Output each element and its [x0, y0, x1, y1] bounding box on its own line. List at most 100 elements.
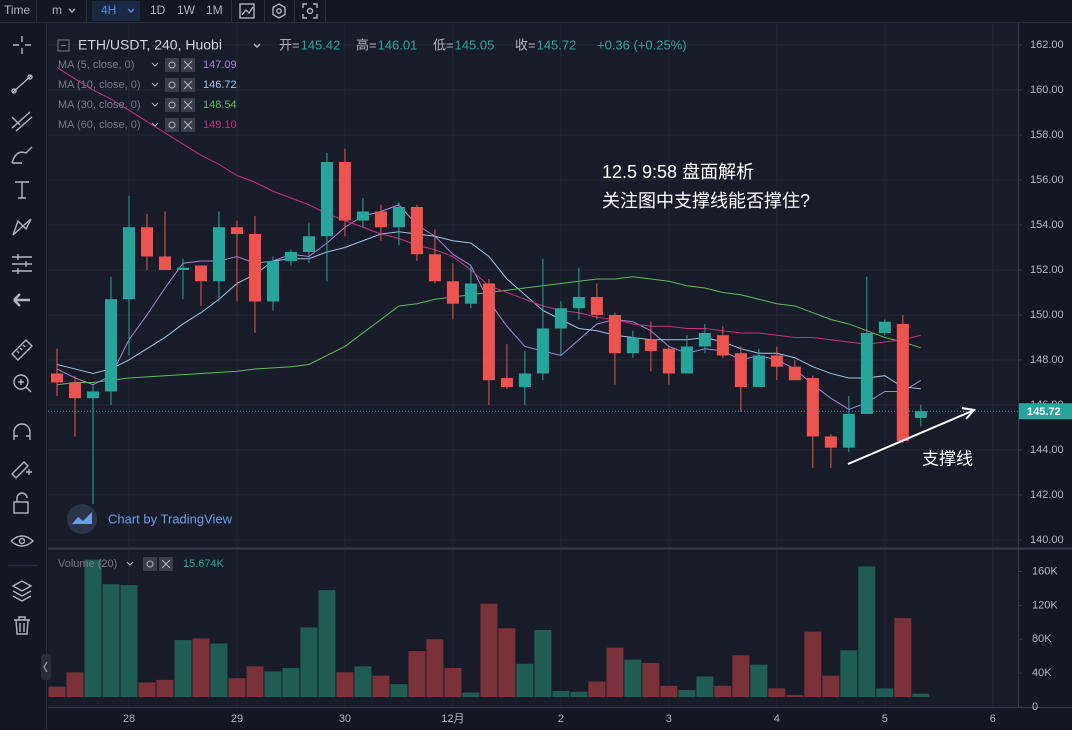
volume-bar [408, 651, 426, 697]
zoom-tool[interactable] [13, 374, 29, 390]
volume-bar [822, 675, 840, 697]
chart-pane [48, 23, 1018, 708]
volume-bar [588, 681, 606, 697]
gear-glyph [168, 121, 176, 129]
indicator-name[interactable]: Volume (20) [58, 558, 117, 570]
y-tick-label: 148.00 [1030, 354, 1064, 366]
screenshot-glyph [306, 7, 314, 15]
remove-glyph [183, 120, 193, 130]
gear-glyph [168, 81, 176, 89]
candle-body [662, 348, 675, 374]
text-tool[interactable] [15, 181, 29, 199]
volume-bar [858, 566, 876, 697]
back-tool[interactable] [13, 293, 30, 307]
candle-body [122, 227, 135, 300]
interval-button[interactable]: 4H [101, 3, 116, 17]
candle-body [824, 436, 837, 448]
candle-body [572, 296, 585, 309]
remove-glyph [183, 80, 193, 90]
interval-button[interactable]: 1W [177, 3, 196, 17]
candle-body [230, 227, 243, 234]
interval-button[interactable]: 1M [206, 3, 223, 17]
volume-bar [102, 584, 120, 697]
change-value: +0.36 (+0.25%) [597, 37, 687, 52]
volume-bar [192, 638, 210, 697]
y-tick-label: 162.00 [1030, 39, 1064, 51]
indicator-settings[interactable] [165, 118, 179, 132]
volume-bar [624, 659, 642, 697]
screenshot-icon[interactable] [302, 3, 318, 19]
volume-bar [84, 559, 102, 697]
indicator-name[interactable]: MA (60, close, 0) [58, 119, 141, 131]
candle-body [734, 353, 747, 387]
visibility-tool[interactable] [10, 535, 35, 547]
indicator-settings[interactable] [165, 78, 179, 92]
active-interval-bg [92, 1, 140, 21]
ruler-tool[interactable] [11, 339, 33, 361]
indicator-settings[interactable] [165, 58, 179, 72]
unit-button[interactable]: m [52, 3, 62, 17]
volume-bar [804, 631, 822, 697]
ohlc-value: 145.72 [537, 37, 577, 52]
caret [151, 102, 159, 107]
indicator-settings[interactable] [165, 98, 179, 112]
candle-body [770, 355, 783, 367]
candle-body [806, 377, 819, 437]
volume-bar [210, 643, 228, 697]
x-tick-label: 28 [123, 713, 135, 725]
volume-bar [174, 640, 192, 697]
y2-tick-label: 160K [1032, 565, 1058, 577]
object-tree-tool[interactable] [11, 580, 33, 602]
candle-body [896, 323, 909, 441]
grid: 140.00142.00144.00146.00148.00150.00152.… [48, 23, 1064, 725]
remove-glyph [183, 100, 193, 110]
remove-tool[interactable] [14, 616, 30, 635]
symbol-title[interactable]: ETH/USDT, 240, Huobi [78, 37, 222, 53]
ohlc-value: 146.01 [378, 37, 418, 52]
candle-body [194, 265, 207, 282]
candle-body [698, 332, 711, 347]
candle-body [176, 267, 189, 270]
chart-type-icon[interactable] [239, 3, 255, 19]
candle-body [320, 162, 333, 237]
lock-tool[interactable] [13, 501, 29, 514]
indicator-name[interactable]: MA (5, close, 0) [58, 59, 134, 71]
x-tick-label: 29 [231, 713, 243, 725]
y-tick-label: 142.00 [1030, 489, 1064, 501]
gear-glyph [168, 61, 176, 69]
time-button[interactable]: Time [4, 3, 31, 17]
interval-button[interactable]: 1D [150, 3, 166, 17]
candle-body [338, 162, 351, 221]
annotation: 关注图中支撑线能否撑住? [602, 191, 810, 211]
indicator-settings[interactable] [143, 557, 157, 571]
collapse-legend[interactable] [57, 39, 70, 52]
candle-body [446, 281, 459, 304]
candle-body [410, 206, 423, 255]
settings-icon[interactable] [272, 3, 286, 19]
watermark[interactable]: Chart by TradingView [108, 511, 233, 526]
lock-glyph [16, 492, 28, 502]
candle-body [752, 355, 765, 387]
collapse-handle[interactable] [41, 654, 51, 680]
candle-body [788, 366, 801, 381]
volume-bar [678, 690, 696, 697]
volume-bar [318, 590, 336, 697]
volume-bar [228, 678, 246, 697]
ohlc-label: 高= [356, 37, 377, 52]
pattern-tool[interactable] [12, 218, 32, 236]
indicator-name[interactable]: MA (30, close, 0) [58, 99, 141, 111]
fib-tool[interactable] [11, 111, 33, 132]
candle-body [590, 296, 603, 315]
brush-tool[interactable] [11, 146, 33, 164]
indicator-value: 15.674K [183, 558, 225, 570]
prediction-tool[interactable] [12, 254, 32, 274]
x-tick-label: 12月 [441, 713, 464, 725]
magnet-tool[interactable] [13, 423, 31, 440]
caret [253, 43, 261, 48]
stay-drawing-tool[interactable] [11, 461, 32, 479]
crosshair-tool[interactable] [13, 36, 31, 54]
volume-bar [912, 693, 930, 697]
volume-bar [516, 663, 534, 697]
legend: ETH/USDT, 240, Huobi 开= 145.42 高= 146.01 低= 14… [58, 37, 687, 571]
indicator-name[interactable]: MA (10, close, 0) [58, 79, 141, 91]
